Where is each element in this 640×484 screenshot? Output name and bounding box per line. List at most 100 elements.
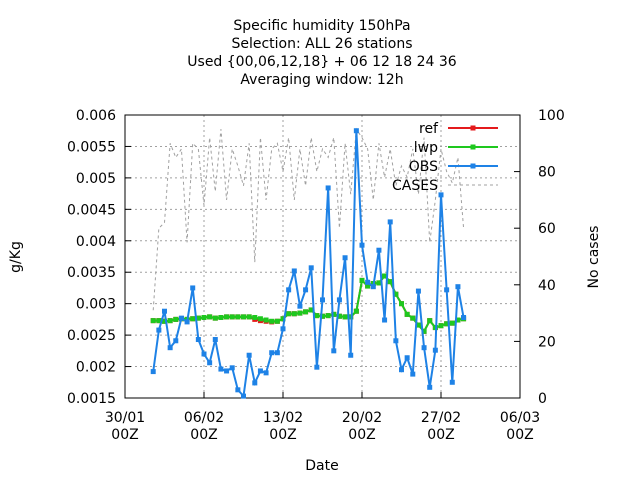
- data-point: [427, 384, 433, 390]
- x-tick-label-line: 00Z: [427, 427, 454, 443]
- data-point: [365, 279, 371, 285]
- data-point: [218, 315, 224, 321]
- data-point: [162, 308, 167, 314]
- y2-tick-label: 0: [538, 391, 547, 407]
- data-point: [257, 316, 263, 322]
- data-point: [224, 314, 230, 320]
- data-point: [291, 311, 297, 317]
- data-point: [263, 370, 269, 376]
- y-tick-label: 0.004: [76, 234, 116, 250]
- data-point: [252, 380, 258, 386]
- data-point: [382, 273, 388, 279]
- data-point: [359, 277, 365, 283]
- x-tick-label: 30/01 00Z: [105, 410, 145, 443]
- data-point: [455, 317, 461, 323]
- data-point: [387, 219, 393, 225]
- data-point: [241, 393, 246, 399]
- data-point: [336, 297, 342, 303]
- legend-marker: [470, 144, 476, 150]
- data-point: [410, 315, 416, 321]
- data-point: [331, 311, 337, 317]
- data-point: [269, 318, 275, 324]
- data-point: [325, 185, 331, 191]
- data-point: [399, 301, 404, 307]
- data-point: [415, 322, 421, 328]
- series-line: [152, 127, 465, 311]
- x-tick-label: 06/03 00Z: [500, 410, 540, 443]
- data-point: [190, 285, 196, 291]
- data-point: [314, 313, 320, 319]
- data-point: [184, 319, 190, 325]
- y-tick-label: 0.005: [76, 171, 116, 187]
- y2-tick-label: 100: [538, 108, 565, 124]
- data-point: [303, 309, 309, 315]
- data-point: [365, 283, 371, 289]
- x-axis-label: Date: [305, 458, 338, 474]
- data-point: [404, 311, 410, 317]
- data-point: [195, 315, 201, 321]
- data-point: [274, 318, 280, 324]
- data-point: [218, 366, 224, 372]
- data-point: [173, 338, 179, 344]
- x-tick-label-line: 30/01: [105, 410, 145, 426]
- data-point: [449, 320, 455, 326]
- data-point: [229, 314, 235, 320]
- data-point: [314, 364, 320, 370]
- y2-tick-label: 20: [538, 334, 556, 350]
- data-point: [246, 314, 252, 320]
- legend-label: ref: [419, 121, 439, 137]
- legend-marker: [470, 125, 476, 131]
- data-point: [224, 368, 230, 374]
- chart-title: Selection: ALL 26 stations: [231, 36, 412, 52]
- data-point: [308, 265, 314, 271]
- data-point: [297, 303, 303, 309]
- plot-frame: [124, 114, 521, 399]
- data-point: [241, 314, 246, 320]
- data-point: [257, 368, 263, 374]
- data-point: [162, 318, 167, 324]
- y-tick-label: 0.006: [76, 108, 116, 124]
- data-point: [387, 279, 393, 285]
- y-tick-label: 0.003: [76, 297, 116, 313]
- data-point: [303, 287, 309, 293]
- x-tick-label-line: 13/02: [263, 410, 303, 426]
- data-point: [353, 308, 359, 314]
- data-point: [393, 291, 399, 297]
- y-tick-label: 0.0055: [67, 139, 116, 155]
- data-point: [201, 315, 207, 321]
- y2-tick-label: 80: [538, 165, 556, 181]
- data-point: [207, 314, 213, 320]
- data-point: [325, 313, 331, 319]
- x-tick-label: 20/02 00Z: [342, 410, 382, 443]
- data-point: [212, 315, 218, 321]
- x-tick-label-line: 00Z: [506, 427, 533, 443]
- data-point: [190, 316, 196, 322]
- data-point: [438, 323, 444, 329]
- data-point: [229, 365, 235, 371]
- x-tick-label-line: 00Z: [190, 427, 217, 443]
- y-tick-label: 0.0045: [67, 202, 116, 218]
- x-tick-label-line: 00Z: [348, 427, 375, 443]
- data-point: [280, 326, 286, 332]
- chart-title: Averaging window: 12h: [240, 72, 403, 88]
- data-point: [167, 345, 173, 351]
- data-point: [263, 317, 269, 323]
- x-tick-label: 06/02 00Z: [184, 410, 224, 443]
- legend-label: CASES: [392, 178, 438, 194]
- data-point: [376, 280, 382, 286]
- chart-title: Used {00,06,12,18} + 06 12 18 24 36: [187, 54, 457, 70]
- data-point: [421, 345, 427, 351]
- x-tick-label-line: 06/03: [500, 410, 540, 426]
- x-tick-label: 27/02 00Z: [421, 410, 461, 443]
- data-point: [308, 307, 314, 313]
- legend-label: lwp: [414, 140, 438, 156]
- data-point: [201, 351, 207, 357]
- data-point: [235, 314, 241, 320]
- data-point: [178, 315, 184, 321]
- data-point: [246, 352, 252, 358]
- data-point: [150, 369, 156, 375]
- data-point: [269, 350, 275, 356]
- data-point: [280, 316, 286, 322]
